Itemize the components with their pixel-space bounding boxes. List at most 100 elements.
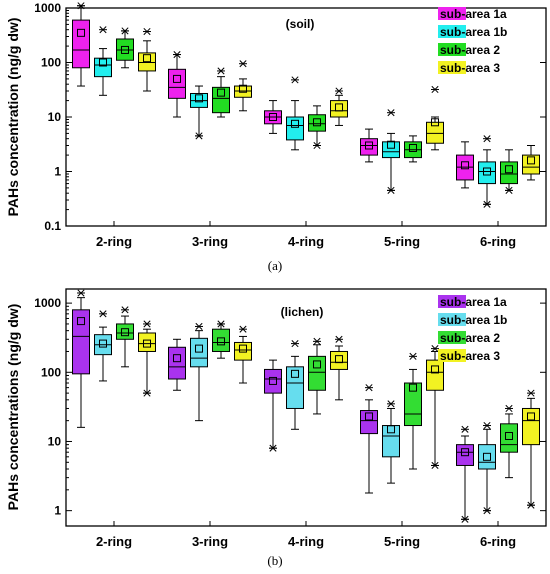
x-tick-label: 4-ring bbox=[288, 534, 324, 549]
box-4-ring-sub-area-3 bbox=[330, 87, 348, 126]
legend-swatch bbox=[438, 7, 466, 20]
box-iqr bbox=[138, 332, 156, 352]
box-iqr bbox=[286, 116, 304, 141]
mean-marker bbox=[99, 58, 107, 67]
mean-marker bbox=[409, 143, 417, 152]
box-5-ring-sub-area-3 bbox=[426, 345, 444, 470]
mean-marker bbox=[527, 412, 535, 421]
x-tick-label: 6-ring bbox=[480, 234, 516, 249]
box-6-ring-sub-area-2 bbox=[500, 149, 518, 194]
box-6-ring-sub-area-1a bbox=[456, 141, 474, 189]
box-iqr bbox=[360, 138, 378, 156]
outlier-high bbox=[431, 85, 439, 94]
outlier-high bbox=[121, 306, 129, 314]
mean-marker bbox=[173, 354, 181, 363]
mean-marker bbox=[365, 412, 373, 421]
outlier-low bbox=[483, 200, 491, 208]
box-iqr bbox=[330, 100, 348, 118]
box-4-ring-sub-area-2 bbox=[308, 105, 326, 150]
box-5-ring-sub-area-3 bbox=[426, 85, 444, 151]
mean-marker bbox=[77, 28, 85, 37]
outlier-low bbox=[461, 515, 469, 523]
box-iqr bbox=[522, 154, 540, 175]
box-iqr bbox=[168, 68, 186, 99]
mean-marker bbox=[143, 339, 151, 348]
x-tick-label: 5-ring bbox=[384, 234, 420, 249]
mean-marker bbox=[431, 118, 439, 127]
outlier-high bbox=[217, 67, 225, 75]
plot-frame bbox=[65, 7, 547, 227]
y-tick-label: 0.1 bbox=[44, 219, 61, 233]
mean-marker bbox=[195, 94, 203, 103]
box-2-ring-sub-area-1a bbox=[72, 289, 90, 428]
outlier-high bbox=[335, 87, 343, 95]
outlier-high bbox=[461, 425, 469, 433]
mean-marker bbox=[121, 45, 129, 54]
legend-label: sub-area 1b bbox=[440, 313, 507, 327]
box-iqr bbox=[330, 350, 348, 370]
box-3-ring-sub-area-2 bbox=[212, 67, 230, 118]
box-iqr bbox=[426, 359, 444, 391]
mean-marker bbox=[505, 165, 513, 174]
x-tick-label: 3-ring bbox=[192, 534, 228, 549]
outlier-high bbox=[387, 400, 395, 408]
mean-marker bbox=[291, 119, 299, 128]
box-5-ring-sub-area-1a bbox=[360, 384, 378, 494]
box-6-ring-sub-area-3 bbox=[522, 389, 540, 509]
box-3-ring-sub-area-2 bbox=[212, 320, 230, 359]
outlier-high bbox=[409, 352, 417, 360]
box-4-ring-sub-area-1b bbox=[286, 76, 304, 151]
mean-marker bbox=[121, 328, 129, 337]
x-tick-label: 4-ring bbox=[288, 234, 324, 249]
legend-swatch bbox=[438, 349, 466, 362]
outlier-high bbox=[313, 337, 321, 345]
legend-swatch bbox=[438, 25, 466, 38]
outlier-high bbox=[365, 384, 373, 392]
mean-marker bbox=[291, 369, 299, 378]
y-tick-label: 1 bbox=[54, 504, 61, 518]
legend-swatch bbox=[438, 61, 466, 74]
outlier-high bbox=[291, 340, 299, 348]
mean-marker bbox=[99, 339, 107, 348]
box-2-ring-sub-area-2 bbox=[116, 306, 134, 368]
legend-label: sub-area 2 bbox=[440, 331, 500, 345]
outlier-low bbox=[483, 507, 491, 515]
x-tick-label: 2-ring bbox=[96, 534, 132, 549]
panel-annotation: (soil) bbox=[286, 17, 315, 31]
chart-panel-soil: 0.1 1 10 100 1000 PAHs concentration (ng/g dw… bbox=[5, 1, 547, 273]
box-3-ring-sub-area-1a bbox=[168, 50, 186, 118]
legend-swatch bbox=[438, 43, 466, 56]
box-6-ring-sub-area-1b bbox=[478, 421, 496, 515]
box-iqr bbox=[360, 410, 378, 435]
mean-marker bbox=[483, 452, 491, 461]
outlier-high bbox=[217, 320, 225, 328]
panel-annotation: (lichen) bbox=[281, 305, 324, 319]
x-tick-label: 3-ring bbox=[192, 234, 228, 249]
outlier-high bbox=[505, 404, 513, 413]
box-2-ring-sub-area-1a bbox=[72, 2, 90, 87]
mean-marker bbox=[269, 376, 277, 385]
box-5-ring-sub-area-2 bbox=[404, 135, 422, 163]
outlier-high bbox=[291, 76, 299, 84]
outlier-high bbox=[143, 320, 151, 328]
y-tick-label: 1000 bbox=[34, 1, 61, 15]
mean-marker bbox=[77, 317, 85, 326]
mean-marker bbox=[269, 113, 277, 121]
outlier-low bbox=[387, 186, 395, 194]
mean-marker bbox=[313, 118, 321, 127]
box-iqr bbox=[72, 309, 90, 375]
x-tick-label: 6-ring bbox=[480, 534, 516, 549]
legend-label: sub-area 1a bbox=[440, 295, 507, 309]
mean-marker bbox=[365, 141, 373, 150]
outlier-high bbox=[239, 325, 247, 333]
box-iqr bbox=[212, 328, 230, 352]
mean-marker bbox=[195, 344, 203, 353]
mean-marker bbox=[483, 167, 491, 176]
box-4-ring-sub-area-2 bbox=[308, 337, 326, 415]
outlier-low bbox=[195, 132, 203, 140]
mean-marker bbox=[217, 337, 225, 346]
mean-marker bbox=[387, 140, 395, 149]
x-tick-label: 2-ring bbox=[96, 234, 132, 249]
chart-panel-lichen: 1 10 100 1000 PAHs concentrations (ng/g dw) 2… bbox=[5, 288, 547, 568]
